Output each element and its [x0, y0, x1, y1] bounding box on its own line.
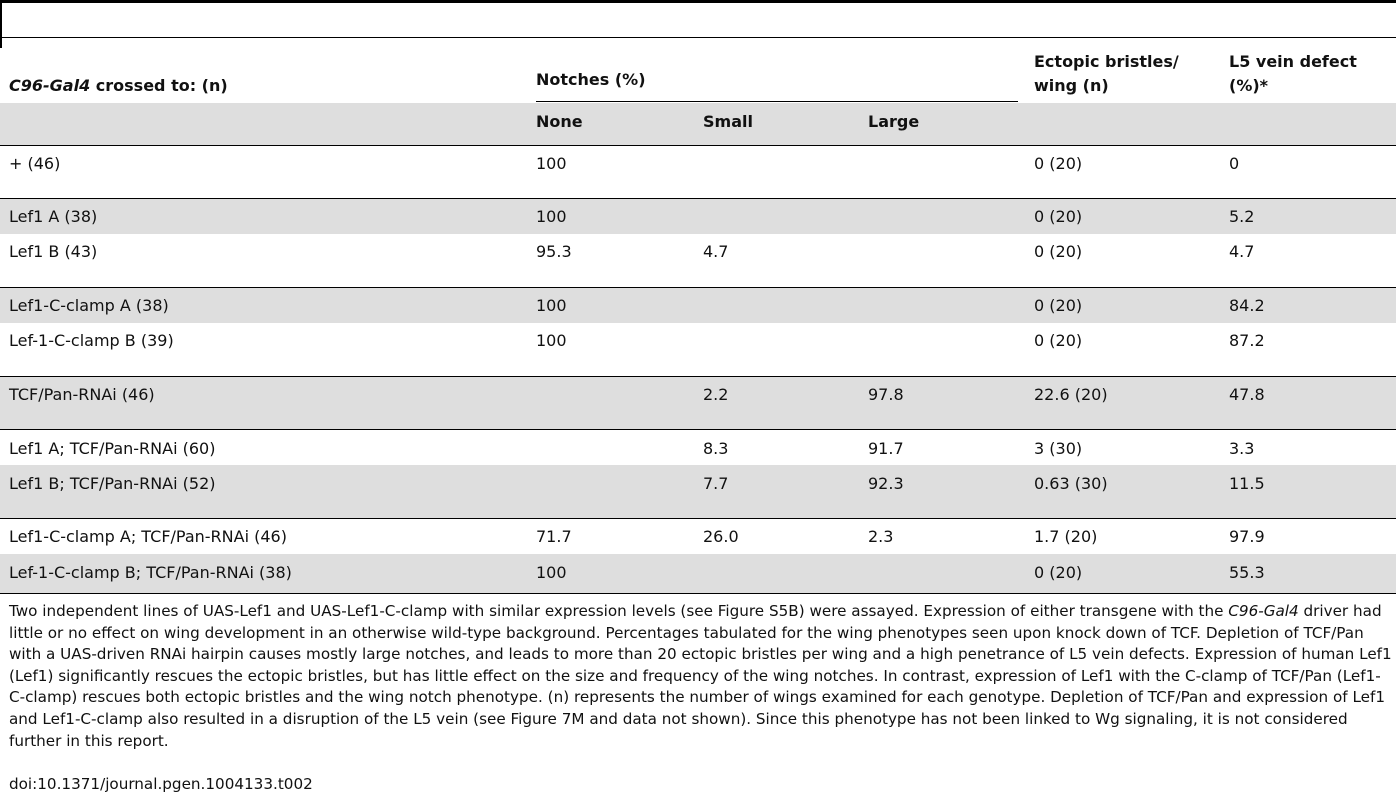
cell-l5: 4.7: [1229, 242, 1255, 261]
table-top-rule: [0, 37, 1396, 38]
cell-large: 2.3: [868, 527, 894, 546]
subheader-band: [0, 103, 1396, 145]
cell-genotype: Lef1 A; TCF/Pan-RNAi (60): [9, 439, 216, 458]
header-bottom-rule: [0, 145, 1396, 146]
row-band: [0, 198, 1396, 234]
header-l5-1: L5 vein defect: [1229, 52, 1357, 71]
cell-genotype: Lef1 A (38): [9, 207, 98, 226]
header-ectopic-1: Ectopic bristles/: [1034, 52, 1179, 71]
cell-genotype: Lef-1-C-clamp B; TCF/Pan-RNAi (38): [9, 563, 292, 582]
cell-genotype: Lef1 B (43): [9, 242, 98, 261]
cell-l5: 87.2: [1229, 331, 1265, 350]
top-border: [0, 0, 1396, 3]
table-footnote: Two independent lines of UAS-Lef1 and UA…: [9, 602, 1392, 750]
group-rule: [0, 518, 1396, 519]
cell-none: 71.7: [536, 527, 572, 546]
cell-l5: 55.3: [1229, 563, 1265, 582]
cell-ectopic: 3 (30): [1034, 439, 1083, 458]
cell-genotype: + (46): [9, 154, 61, 173]
header-l5-2: (%)*: [1229, 76, 1269, 95]
cell-genotype: TCF/Pan-RNAi (46): [9, 385, 155, 404]
group-rule: [0, 287, 1396, 288]
cell-ectopic: 0 (20): [1034, 296, 1083, 315]
header-cross: C96-Gal4 crossed to: (n): [9, 76, 228, 95]
cell-small: 7.7: [703, 474, 729, 493]
cell-l5: 0: [1229, 154, 1240, 173]
cell-none: 100: [536, 154, 567, 173]
cell-ectopic: 1.7 (20): [1034, 527, 1098, 546]
cell-l5: 47.8: [1229, 385, 1265, 404]
cell-ectopic: 22.6 (20): [1034, 385, 1108, 404]
cell-l5: 84.2: [1229, 296, 1265, 315]
sub-none: None: [536, 112, 583, 131]
cell-ectopic: 0.63 (30): [1034, 474, 1108, 493]
group-rule: [0, 429, 1396, 430]
notches-underline: [536, 101, 1018, 102]
header-notches: Notches (%): [536, 70, 646, 89]
cell-large: 92.3: [868, 474, 904, 493]
cell-large: 97.8: [868, 385, 904, 404]
row-band: [0, 376, 1396, 430]
cell-l5: 11.5: [1229, 474, 1265, 493]
cell-small: 8.3: [703, 439, 729, 458]
cell-ectopic: 0 (20): [1034, 207, 1083, 226]
cell-large: 91.7: [868, 439, 904, 458]
cell-ectopic: 0 (20): [1034, 331, 1083, 350]
doi-text: doi:10.1371/journal.pgen.1004133.t002: [9, 775, 313, 793]
row-band: [0, 554, 1396, 593]
cell-ectopic: 0 (20): [1034, 154, 1083, 173]
cell-none: 100: [536, 207, 567, 226]
cell-small: 4.7: [703, 242, 729, 261]
cell-none: 100: [536, 296, 567, 315]
cell-ectopic: 0 (20): [1034, 563, 1083, 582]
cell-genotype: Lef1-C-clamp A (38): [9, 296, 169, 315]
cell-ectopic: 0 (20): [1034, 242, 1083, 261]
cell-small: 26.0: [703, 527, 739, 546]
header-ectopic-2: wing (n): [1034, 76, 1109, 95]
cell-genotype: Lef-1-C-clamp B (39): [9, 331, 174, 350]
cell-none: 100: [536, 563, 567, 582]
row-band: [0, 287, 1396, 323]
sub-small: Small: [703, 112, 753, 131]
cell-genotype: Lef1-C-clamp A; TCF/Pan-RNAi (46): [9, 527, 287, 546]
cell-genotype: Lef1 B; TCF/Pan-RNAi (52): [9, 474, 216, 493]
cell-none: 95.3: [536, 242, 572, 261]
cell-none: 100: [536, 331, 567, 350]
cell-l5: 5.2: [1229, 207, 1255, 226]
sub-large: Large: [868, 112, 920, 131]
group-rule: [0, 376, 1396, 377]
table-bottom-rule: [0, 593, 1396, 594]
cell-small: 2.2: [703, 385, 729, 404]
group-rule: [0, 198, 1396, 199]
cell-l5: 97.9: [1229, 527, 1265, 546]
row-band: [0, 465, 1396, 519]
cell-l5: 3.3: [1229, 439, 1255, 458]
left-border: [0, 0, 2, 48]
